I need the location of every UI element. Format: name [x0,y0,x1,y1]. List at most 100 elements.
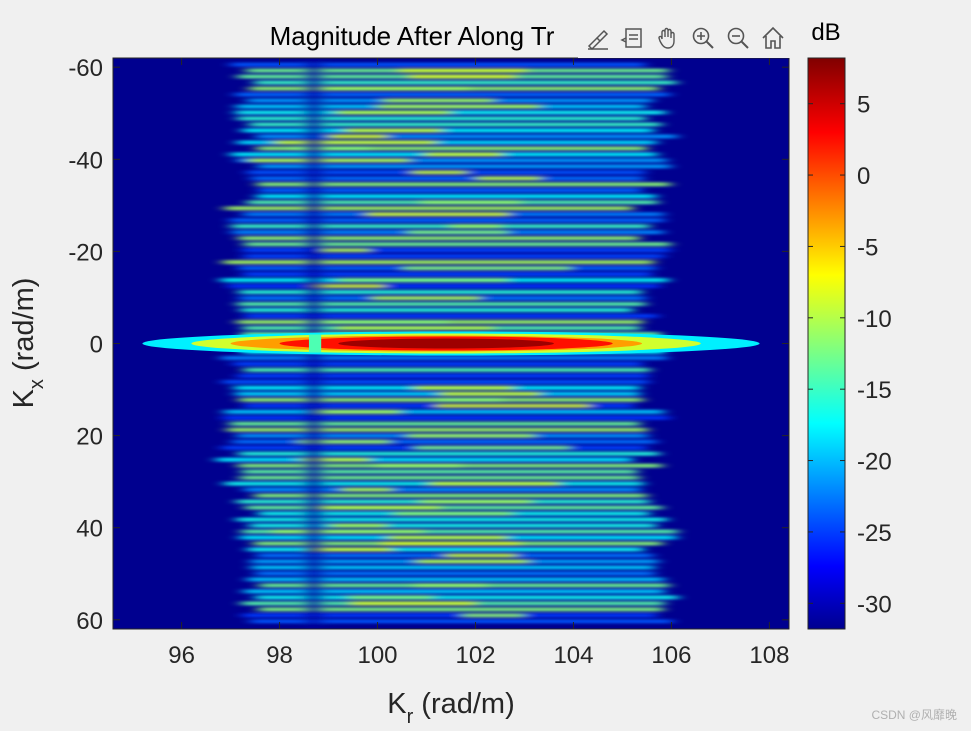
heat-streak [249,523,657,528]
heat-blob [393,511,513,516]
colorbar-gradient [807,57,846,630]
heat-streak [254,80,677,85]
y-tick-label: 40 [76,516,103,543]
heat-blob [402,266,571,271]
heat-blob [301,320,449,325]
heat-streak [241,469,638,474]
x-axis-label: Kr (rad/m) [387,688,515,728]
heat-streak [230,62,646,67]
heat-blob [444,553,517,558]
chart-title: Magnitude After Along Tr [270,21,555,51]
heat-streak [245,505,662,510]
heat-streak [242,613,657,618]
heat-streak [228,284,660,289]
heat-streak [244,487,641,492]
heat-blob [348,595,433,600]
heat-blob [248,158,410,163]
heat-streak [238,236,640,241]
zoom-in-icon [692,27,714,49]
heat-streak [237,158,667,163]
peak-gap [308,334,322,353]
heat-streak [258,188,642,193]
heat-streak [243,272,652,277]
heat-streak [247,577,665,582]
heat-blob [424,152,503,157]
heat-streak [237,140,657,145]
heat-blob [329,134,388,139]
heat-blob [416,559,529,564]
heat-blob [350,601,476,606]
heat-streak [255,571,655,576]
heat-blob [290,146,371,151]
heat-streak [243,254,664,259]
brush-icon [587,29,608,51]
heat-streak [244,242,671,247]
x-tick-label: 100 [357,642,397,669]
heat-blob [316,505,441,510]
colorbar-tick-label: -5 [857,234,878,261]
datatip-button[interactable] [617,22,648,54]
heat-streak [256,194,656,199]
heat-streak [243,367,650,372]
x-axis: 96 98 100 102 104 106 108 [168,58,789,669]
heat-streak [223,260,654,265]
colorbar-ticks: 5 0 -5 -10 -15 -20 -25 -30 [808,92,892,618]
heat-blob [272,529,424,534]
colorbar-tick-label: -25 [857,520,892,547]
x-tick-label: 108 [749,642,789,669]
heat-blob [411,170,467,175]
heat-blob [399,68,527,73]
heat-blob [297,439,391,444]
y-tick-label: 60 [76,608,103,635]
heat-blob [413,583,488,588]
heat-blob [406,433,535,438]
heat-streak [241,529,678,534]
heat-streak [231,439,657,444]
heat-blob [414,385,514,390]
x-tick-label: 98 [266,642,293,669]
y-tick-label: 20 [76,424,103,451]
heat-streak [224,409,664,414]
y-axis: -60 -40 -20 0 20 40 60 [68,55,789,635]
heat-streak [222,379,649,384]
colorbar: dB 5 0 -5 -10 -15 -20 -25 -30 [807,19,892,630]
y-tick-label: -60 [68,55,103,82]
watermark: CSDN @风靡晚 [871,708,957,722]
heat-blob [409,74,516,79]
zoom-in-button[interactable] [687,22,718,54]
heat-streak [227,427,648,432]
heat-streak [230,218,665,223]
heat-blob [414,445,571,450]
heat-blob [318,86,471,91]
brush-button[interactable] [582,22,613,54]
colorbar-tick-label: 5 [857,92,870,119]
heat-streak [231,224,650,229]
colorbar-tick-label: -30 [857,591,892,618]
heat-streak [250,619,673,624]
heat-streak [256,146,647,151]
heat-streak [254,493,647,498]
heat-streak [236,517,667,522]
heat-streak [251,176,644,181]
y-tick-label: -20 [68,239,103,266]
heat-blob [461,613,525,618]
heat-streak [242,248,670,253]
heat-blob [375,463,462,468]
heat-blob [382,98,495,103]
heat-blob [307,284,386,289]
zoom-out-button[interactable] [722,22,753,54]
heat-blob [344,128,442,133]
heat-streak [238,290,642,295]
pan-button[interactable] [652,22,683,54]
heat-blob [407,230,509,235]
home-button[interactable] [757,22,788,54]
heat-streak [229,421,640,426]
zoom-out-icon [727,27,749,49]
peak-streak [338,338,554,349]
heat-blob [274,140,437,145]
y-tick-label: 0 [90,332,103,359]
heat-streak [237,373,649,378]
heat-streak [250,565,655,570]
heat-streak [256,134,677,139]
heat-blob [387,535,508,540]
